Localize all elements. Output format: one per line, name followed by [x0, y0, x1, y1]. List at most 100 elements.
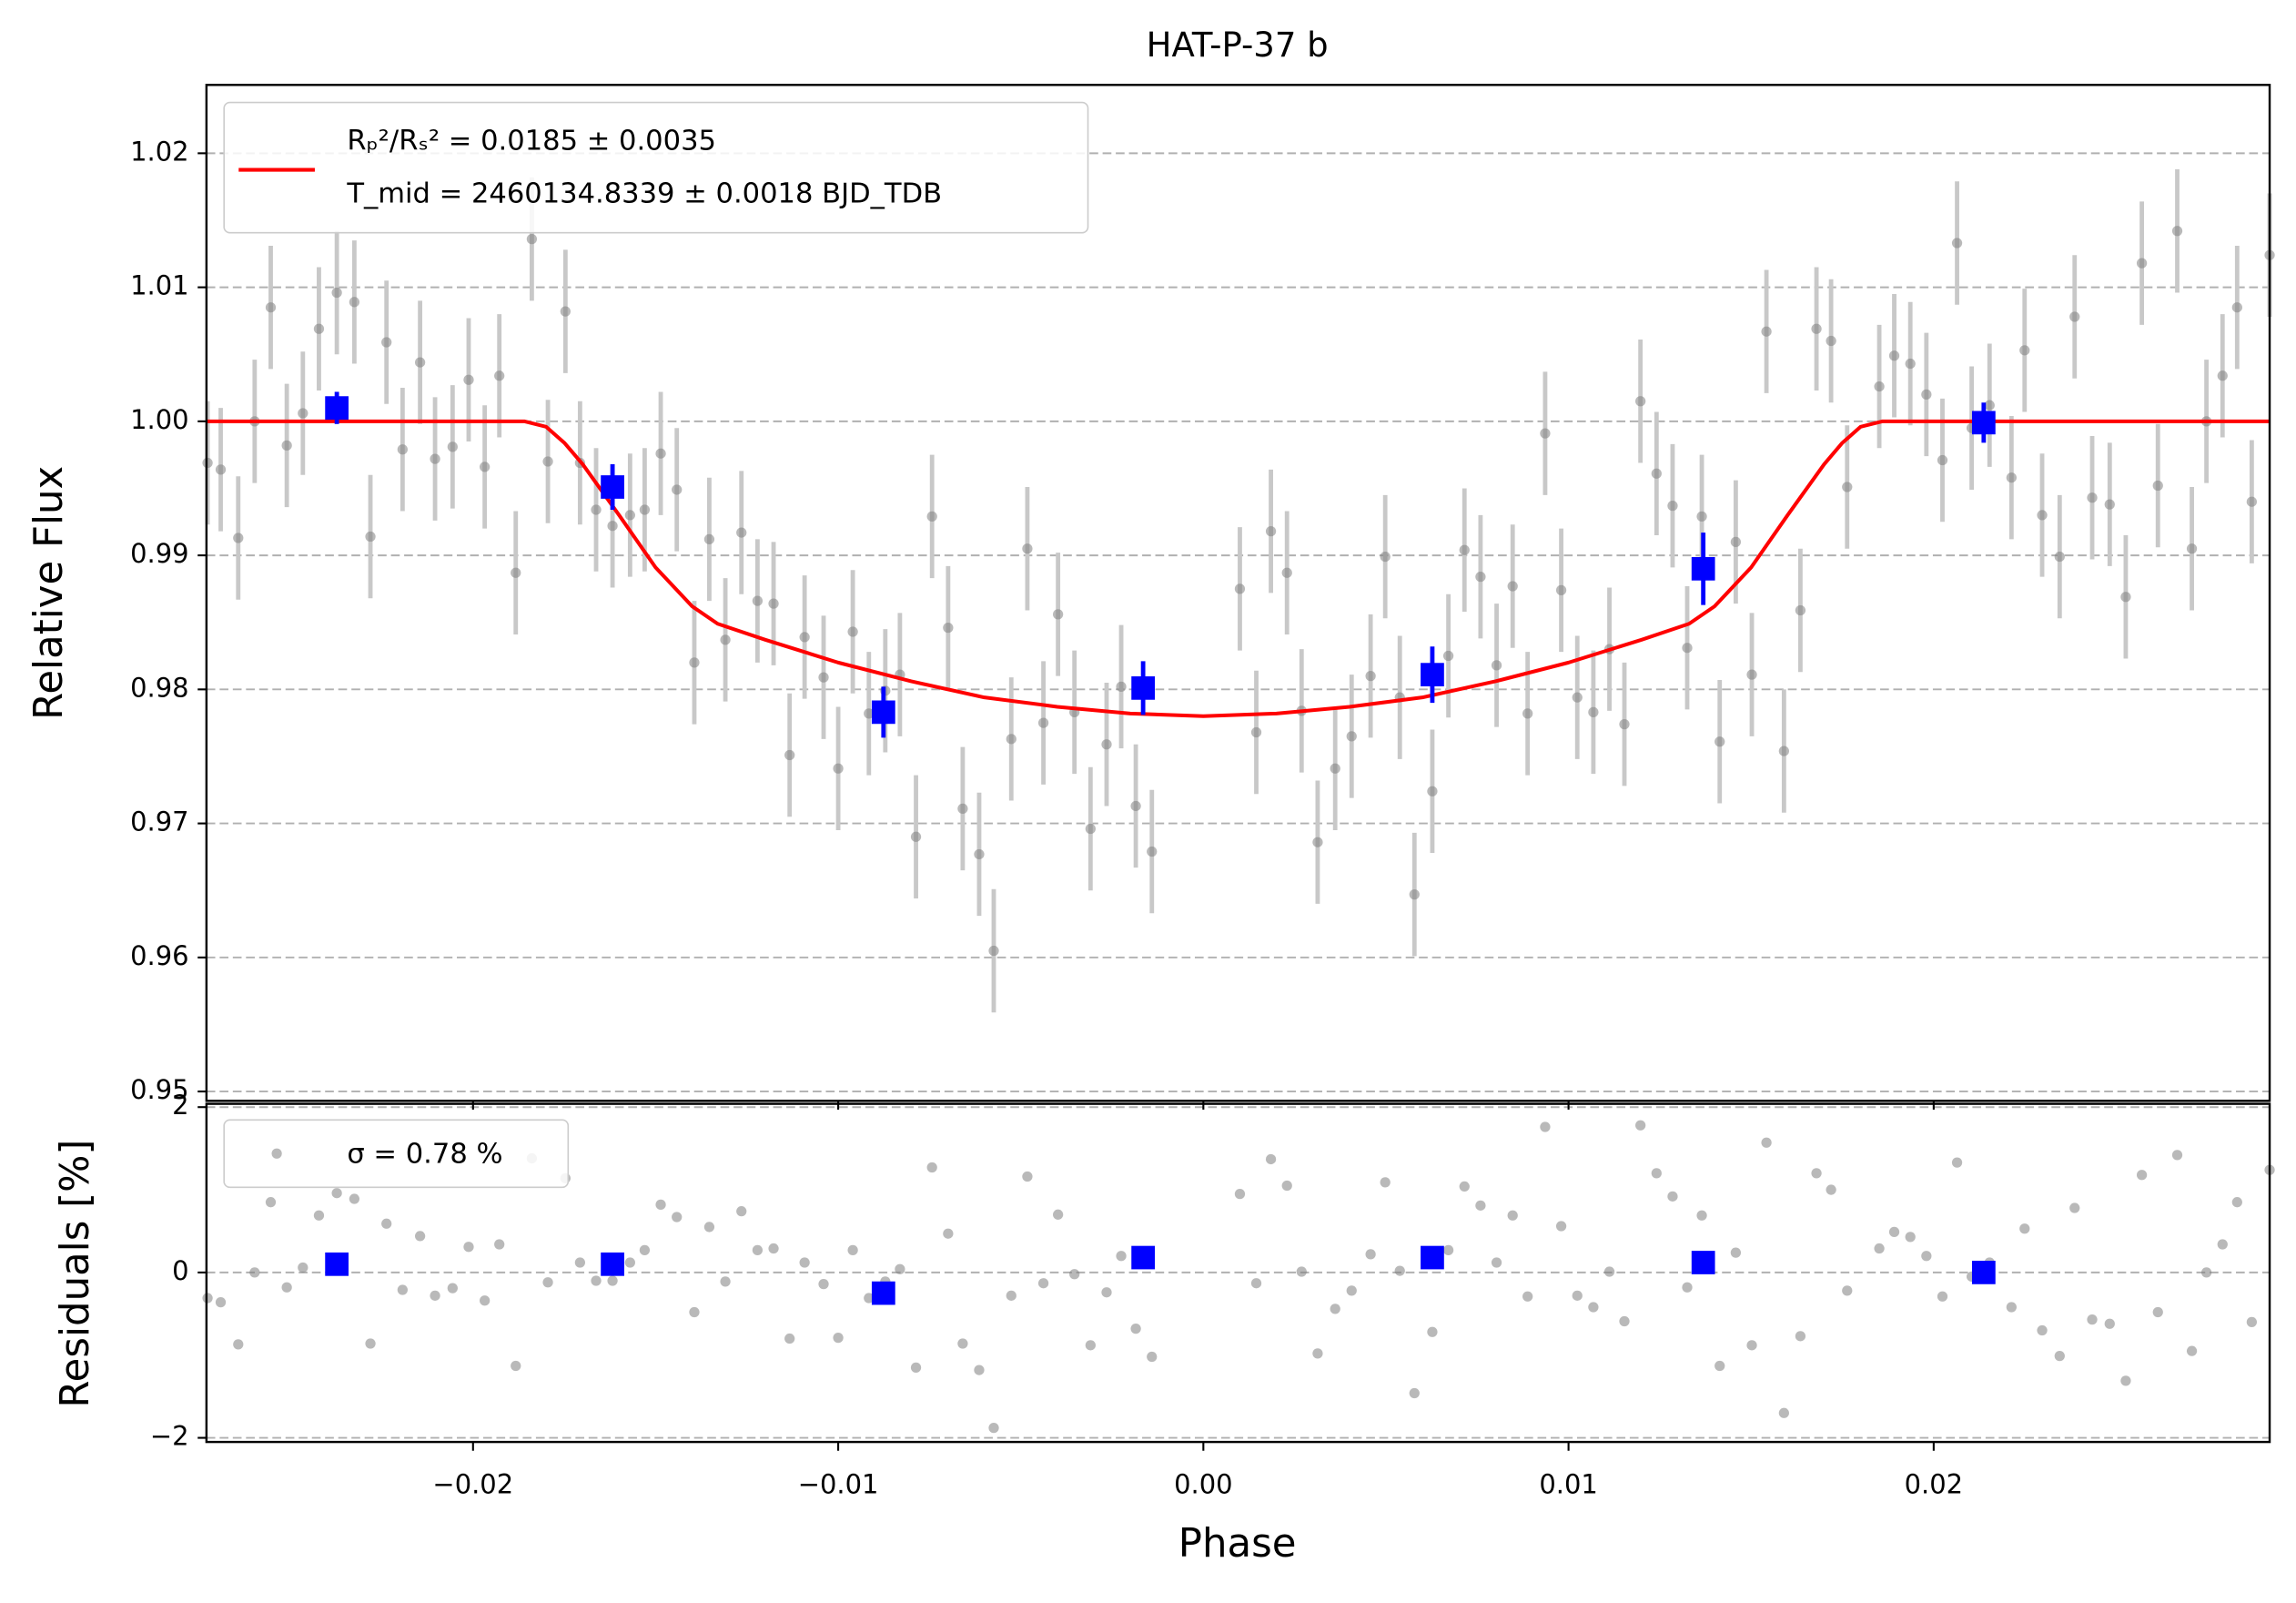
residual-point [1330, 1304, 1340, 1314]
data-point [1746, 669, 1757, 680]
legend-swatch [271, 1148, 282, 1159]
residual-point [1667, 1191, 1678, 1202]
residual-point [752, 1244, 764, 1255]
residual-point [703, 1222, 715, 1233]
residual-point [1746, 1340, 1757, 1351]
binned-residual [1131, 1245, 1155, 1270]
residual-point [349, 1193, 360, 1204]
data-point [1588, 706, 1599, 718]
residual-point [1778, 1407, 1789, 1418]
residual-legend-box [223, 1119, 570, 1189]
residual-point [639, 1244, 651, 1255]
residual-point [1147, 1351, 1158, 1363]
residual-point [1085, 1340, 1096, 1351]
residual-point [1459, 1181, 1470, 1192]
data-point [1696, 511, 1707, 522]
data-point [447, 441, 458, 452]
data-point [1442, 650, 1454, 662]
binned-point [325, 396, 349, 420]
residual-point [974, 1365, 985, 1375]
residual-point [689, 1306, 700, 1318]
binned-residual [1691, 1251, 1715, 1274]
residual-point [988, 1423, 999, 1434]
y-tick-label: −2 [150, 1421, 189, 1452]
residual-point [2217, 1239, 2228, 1250]
residual-point [768, 1243, 779, 1254]
residual-point [1475, 1200, 1486, 1211]
binned-residual [601, 1252, 624, 1276]
y-tick-label: 0.98 [130, 672, 188, 703]
data-point [1826, 335, 1836, 347]
residual-point [818, 1278, 829, 1290]
y-tick-label: 0.95 [130, 1074, 188, 1105]
residual-point [833, 1333, 844, 1344]
data-point [818, 672, 829, 683]
data-point [215, 464, 227, 475]
data-point [1491, 660, 1502, 671]
legend-label: Rₚ²/Rₛ² = 0.0185 ± 0.0035 [347, 126, 716, 157]
residual-point [1761, 1137, 1772, 1148]
residual-point [313, 1210, 325, 1221]
residual-point [1696, 1210, 1707, 1221]
data-point [463, 374, 474, 385]
residual-point [1937, 1291, 1948, 1302]
data-point [281, 440, 292, 451]
residual-point [672, 1212, 683, 1223]
legend-layer: Rₚ²/Rₛ² = 0.0185 ± 0.0035 T_mid = 2460134… [223, 101, 1089, 1189]
data-point [1572, 692, 1583, 703]
data-point [799, 632, 810, 643]
residual-point [624, 1257, 635, 1268]
binned-point [1691, 556, 1715, 581]
data-point [1475, 572, 1486, 583]
axes-layer: HAT-P-37 b Relative Flux Residuals [%] P… [26, 25, 2271, 1567]
data-point [1984, 400, 1995, 411]
data-point [607, 521, 618, 532]
residual-point [2006, 1302, 2017, 1313]
data-point [974, 848, 985, 860]
data-point [784, 749, 795, 761]
y-tick-label: 0.99 [130, 538, 188, 569]
top-axes-frame [205, 84, 2271, 1102]
binned-point [1971, 411, 1996, 435]
residual-point [655, 1199, 666, 1211]
residual-point [1811, 1168, 1822, 1179]
data-point [1507, 581, 1518, 592]
data-point [1951, 238, 1963, 249]
data-point [397, 444, 408, 455]
residual-point [2069, 1202, 2080, 1213]
residual-point [2152, 1306, 2163, 1318]
data-point [2186, 543, 2198, 554]
data-point [752, 595, 764, 606]
data-point [1281, 567, 1292, 578]
residual-point [1507, 1210, 1518, 1221]
residual-point [1130, 1324, 1141, 1334]
y-tick-label: 1.02 [130, 136, 188, 167]
data-point [1714, 736, 1725, 747]
residual-point [2231, 1197, 2242, 1208]
residual-point [864, 1293, 875, 1304]
residual-point [1635, 1120, 1646, 1131]
binned-point [1131, 676, 1155, 700]
residual-point [895, 1263, 905, 1274]
chart-title: HAT-P-37 b [1147, 25, 1329, 65]
residual-point [1905, 1232, 1916, 1243]
x-tick-label: −0.01 [798, 1468, 879, 1499]
data-point [2019, 345, 2030, 356]
data-point [1778, 746, 1789, 756]
residual-point [331, 1188, 342, 1199]
data-point [957, 803, 968, 815]
residual-point [1296, 1266, 1307, 1277]
data-point [1842, 482, 1853, 492]
data-point [2136, 258, 2148, 269]
data-point [1330, 763, 1340, 774]
residual-point [1555, 1221, 1567, 1232]
residual-point [480, 1295, 491, 1306]
residual-point [1572, 1290, 1583, 1301]
data-point [2171, 226, 2183, 237]
residual-point [1006, 1290, 1017, 1301]
x-axis-label: Phase [1178, 1521, 1297, 1567]
y-tick-label: 2 [172, 1090, 188, 1121]
data-point [480, 462, 491, 472]
residual-point [1409, 1387, 1420, 1399]
data-point [313, 323, 325, 334]
